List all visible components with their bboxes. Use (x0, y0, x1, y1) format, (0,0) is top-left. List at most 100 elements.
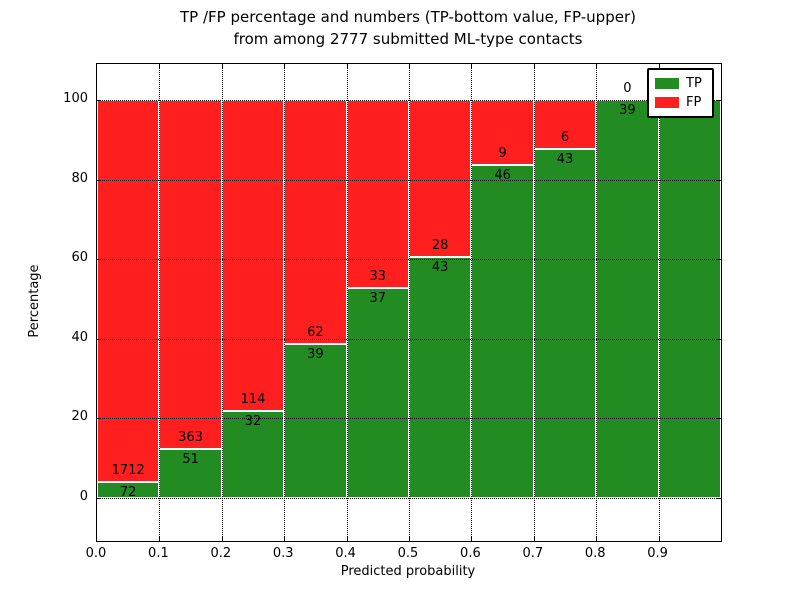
bar-tp-segment (284, 344, 347, 499)
tp-count-label: 51 (182, 452, 199, 468)
gridline-x (159, 64, 161, 541)
x-tick-mark (658, 537, 660, 541)
x-tick-label: 0.1 (148, 546, 169, 561)
x-tick-mark (596, 64, 598, 68)
bar-tp-segment (409, 257, 472, 499)
x-tick-label: 0.3 (272, 546, 294, 561)
bar-tp-segment (596, 100, 659, 499)
bar-tp-segment (159, 449, 222, 499)
x-tick-mark (221, 537, 223, 541)
x-tick-label: 0.7 (522, 546, 544, 561)
x-tick-label: 0.8 (584, 546, 606, 561)
x-tick-mark (346, 537, 348, 541)
x-tick-label: 0.2 (210, 546, 232, 561)
y-tick-mark (717, 498, 721, 500)
gridline-x (471, 64, 473, 541)
x-tick-mark (346, 64, 348, 68)
x-tick-mark (159, 64, 161, 68)
gridline-x (596, 64, 598, 541)
x-tick-mark (533, 64, 535, 68)
y-tick-label: 100 (63, 91, 88, 107)
fp-swatch-icon (655, 97, 679, 108)
y-tick-mark (97, 179, 101, 181)
y-tick-mark (717, 338, 721, 340)
x-tick-mark (284, 537, 286, 541)
fp-count-label: 28 (431, 238, 449, 254)
y-tick-mark (717, 179, 721, 181)
gridline-x (346, 64, 348, 541)
legend-row-fp: FP (655, 93, 706, 112)
x-tick-mark (409, 537, 410, 541)
x-tick-mark (159, 537, 161, 541)
bar-tp-segment (658, 100, 721, 499)
y-tick-label: 20 (71, 409, 88, 425)
bar-tp-segment (346, 287, 409, 499)
x-tick-mark (221, 64, 223, 68)
gridline-x (284, 64, 286, 541)
x-axis-title: Predicted probability (340, 564, 476, 579)
bar-fp-segment (97, 100, 160, 482)
tp-count-label: 39 (307, 347, 324, 363)
y-tick-label: 80 (71, 170, 88, 186)
gridline-x (221, 64, 223, 541)
y-tick-mark (97, 418, 101, 420)
x-tick-label: 0.6 (460, 546, 481, 561)
y-tick-mark (97, 259, 101, 261)
gridline-x (409, 64, 410, 541)
y-tick-mark (717, 259, 721, 261)
legend: TP FP (647, 68, 714, 118)
bar-fp-segment (284, 100, 347, 345)
y-axis-title: Percentage (27, 264, 42, 338)
x-tick-label: 0.5 (397, 546, 419, 561)
tp-count-label: 32 (244, 413, 262, 429)
y-tick-mark (97, 338, 101, 340)
fp-count-label: 114 (240, 391, 266, 407)
x-tick-label: 0.0 (85, 546, 107, 561)
gridline-x (658, 64, 660, 541)
fp-count-label: 33 (369, 268, 387, 284)
fp-count-label: 363 (178, 430, 204, 446)
x-tick-mark (471, 64, 473, 68)
legend-label-tp: TP (686, 76, 702, 91)
tp-count-label: 46 (494, 168, 511, 184)
y-tick-label: 0 (79, 489, 88, 505)
fp-count-label: 0 (623, 81, 632, 97)
chart-title: TP /FP percentage and numbers (TP-bottom… (16, 6, 800, 50)
x-tick-mark (471, 537, 473, 541)
bar-tp-segment (471, 165, 534, 499)
bar-fp-segment (159, 100, 222, 449)
gridline-x (533, 64, 535, 541)
chart-title-line2: from among 2777 submitted ML-type contac… (233, 30, 583, 48)
bar-tp-segment (533, 148, 597, 499)
y-tick-mark (97, 100, 101, 102)
y-tick-label: 40 (71, 329, 88, 345)
bar-tp-segment (97, 481, 160, 499)
tp-count-label: 72 (119, 484, 137, 500)
tp-count-label: 43 (431, 260, 449, 276)
fp-count-label: 1712 (111, 462, 145, 478)
y-tick-mark (717, 418, 721, 420)
y-tick-label: 60 (71, 250, 88, 266)
y-tick-mark (717, 100, 721, 102)
legend-row-tp: TP (655, 74, 706, 93)
x-tick-label: 0.9 (647, 546, 668, 561)
x-tick-mark (409, 64, 410, 68)
x-tick-mark (658, 64, 660, 68)
legend-label-fp: FP (686, 95, 702, 110)
bar-fp-segment (533, 100, 597, 149)
fp-count-label: 62 (307, 325, 324, 341)
x-tick-mark (533, 537, 535, 541)
bar-fp-segment (221, 100, 285, 411)
fp-count-label: 6 (560, 129, 570, 145)
y-tick-mark (97, 498, 101, 500)
x-tick-mark (284, 64, 286, 68)
x-tick-label: 0.4 (335, 546, 356, 561)
tp-count-label: 43 (556, 151, 574, 167)
x-tick-mark (596, 537, 598, 541)
tp-swatch-icon (655, 78, 679, 89)
bar-fp-segment (409, 100, 472, 258)
fp-count-label: 9 (498, 146, 507, 162)
chart-title-line1: TP /FP percentage and numbers (TP-bottom… (180, 8, 636, 26)
tp-count-label: 37 (369, 290, 387, 306)
